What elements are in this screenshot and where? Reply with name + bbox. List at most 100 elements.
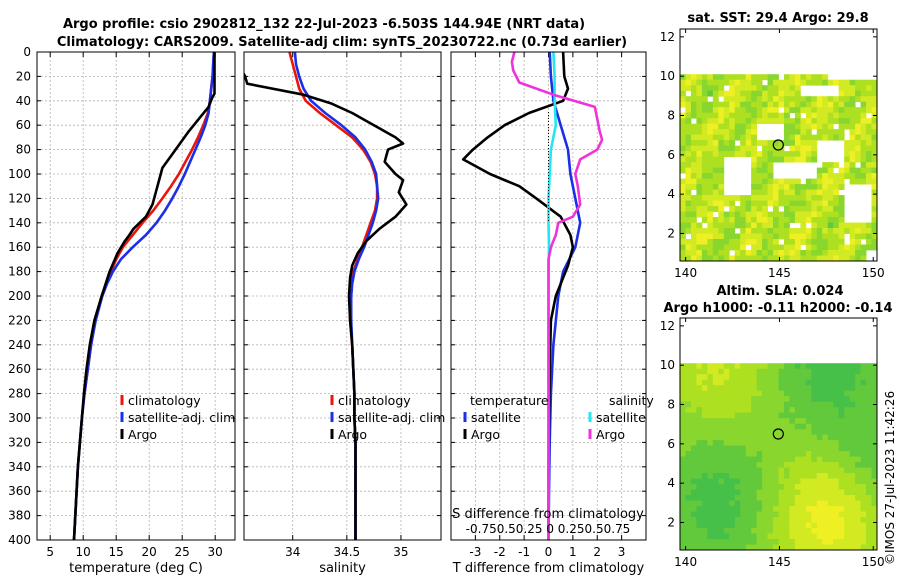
sst_map-cell xyxy=(816,195,823,201)
sla_map-cell xyxy=(762,379,768,386)
sla_map-cell xyxy=(816,429,823,436)
sla_map-cell xyxy=(805,533,812,540)
sst_map-cell xyxy=(838,123,845,130)
sst_map-cell xyxy=(745,233,752,240)
sla_map-cell xyxy=(833,407,840,414)
sst_map-cell xyxy=(729,222,736,229)
sst_map-cell xyxy=(833,195,840,201)
sla_map-cell xyxy=(811,473,818,479)
sst_map-cell xyxy=(696,244,703,251)
sla_map-cell xyxy=(745,418,752,425)
sst_map-cell xyxy=(729,101,736,108)
sst_map-cell xyxy=(773,250,779,256)
sla_map-cell xyxy=(794,539,801,545)
sla_map-cell xyxy=(838,478,845,485)
sst_map-cell xyxy=(767,178,774,185)
sla_map-cell xyxy=(712,500,719,507)
sla_map-cell xyxy=(844,363,851,370)
sst_map-cell xyxy=(783,233,790,240)
sst_map-cell xyxy=(712,123,719,130)
sla_map-cell xyxy=(762,390,768,397)
sla_map-cell xyxy=(838,506,845,512)
sst_map-cell xyxy=(762,107,768,114)
sst_map-cell xyxy=(729,145,736,152)
sla_map-cell xyxy=(871,467,878,474)
sla_map-cell xyxy=(805,511,812,518)
sst_map-cell xyxy=(767,90,774,97)
sla_map-cell xyxy=(701,412,708,419)
sla_map-cell xyxy=(751,489,758,496)
sla_map-cell xyxy=(778,418,785,425)
sst_map-cell xyxy=(794,228,801,234)
sst_map-cell xyxy=(712,107,719,114)
difference-xtick-label: 0 xyxy=(545,545,553,559)
sla_map-cell xyxy=(707,407,714,414)
sst_map-cell xyxy=(773,184,779,190)
sst_map-cell xyxy=(860,244,867,251)
sla_map-cell xyxy=(685,401,692,408)
sla_map-cell xyxy=(794,407,801,414)
sla_map-cell xyxy=(816,379,823,386)
sst_map-cell xyxy=(871,206,878,212)
sst_map-cell xyxy=(707,129,714,136)
sla_map-cell xyxy=(745,522,752,529)
sla_map-cell xyxy=(783,363,790,370)
sst_map-cell xyxy=(734,145,741,152)
sst_map-cell xyxy=(844,222,851,229)
sla_map-cell xyxy=(811,434,818,441)
sla_map-cell xyxy=(849,484,856,490)
sla_map-cell xyxy=(696,451,703,458)
sla_map-cell xyxy=(729,423,736,430)
sst_map-cell xyxy=(855,228,861,234)
sst_map-cell xyxy=(838,118,845,125)
sla_map-cell xyxy=(844,385,851,392)
sla_map-cell xyxy=(696,484,703,490)
sla_map-cell xyxy=(718,462,725,468)
sla_map-cell xyxy=(701,522,708,529)
sst_map-cell xyxy=(783,107,790,114)
sst_map-cell xyxy=(767,85,774,92)
sla_map-cell xyxy=(833,511,840,518)
sst_map-cell xyxy=(729,79,736,86)
sst_map-cell xyxy=(827,162,834,169)
sla_map-cell xyxy=(855,495,861,501)
sst_map-cell xyxy=(822,211,829,218)
sla_map-cell xyxy=(833,522,840,529)
sla_map-cell xyxy=(800,396,807,403)
sst_map-cell xyxy=(827,217,834,223)
sst_map-cell xyxy=(871,151,878,158)
sst_map-cell xyxy=(794,156,801,163)
sst_map-cell xyxy=(778,118,785,125)
sst_map-cell xyxy=(751,79,758,86)
sst_map-cell xyxy=(800,118,807,125)
sla_map-cell xyxy=(811,489,818,496)
sst_map-cell xyxy=(778,85,785,92)
sla_map-cell xyxy=(844,423,851,430)
sla_map-cell xyxy=(696,517,703,523)
sla_map-cell xyxy=(794,423,801,430)
sla_map-cell xyxy=(690,484,697,490)
sla_map-cell xyxy=(860,544,867,551)
sla_map-cell xyxy=(712,390,719,397)
sla_map-cell xyxy=(740,511,747,518)
sla_map-cell xyxy=(685,522,692,529)
sst_map-cell xyxy=(707,178,714,185)
sla_map-cell xyxy=(860,445,867,452)
sla_map-cell xyxy=(822,500,829,507)
sst-map-title: sat. SST: 29.4 Argo: 29.8 xyxy=(687,11,868,26)
sla_map-cell xyxy=(800,363,807,370)
sst_map-cell xyxy=(866,145,872,152)
sla_map-cell xyxy=(718,500,725,507)
sla_map-cell xyxy=(701,451,708,458)
sla_map-cell xyxy=(745,528,752,534)
sst_map-cell xyxy=(833,211,840,218)
sla_map-cell xyxy=(855,379,861,386)
sst_map-cell xyxy=(712,222,719,229)
sla_map-cell xyxy=(773,374,779,381)
sla_map-cell xyxy=(833,467,840,474)
sst_map-cell xyxy=(822,233,829,240)
sla_map-cell xyxy=(827,489,834,496)
sst_map-cell xyxy=(685,167,692,174)
sst_map-cell xyxy=(756,85,763,92)
sla_map-cell xyxy=(696,423,703,430)
